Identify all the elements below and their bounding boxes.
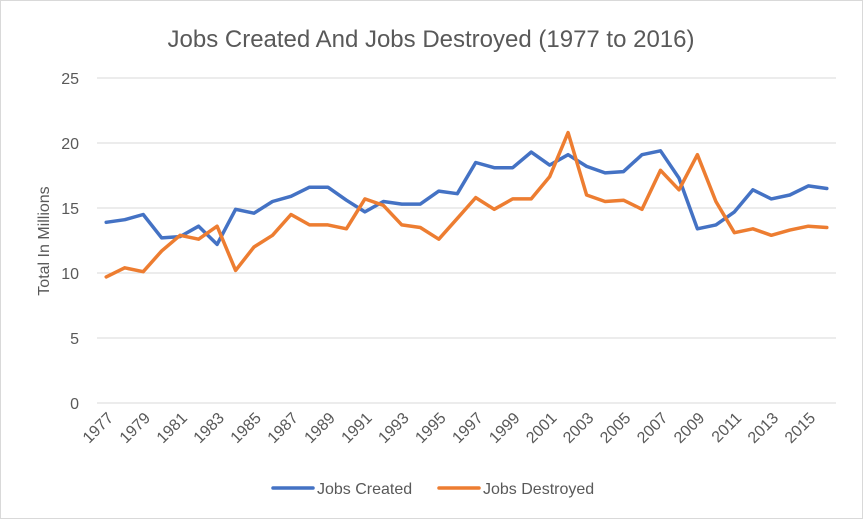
y-tick-label: 10 (61, 266, 79, 283)
x-tick-label: 1981 (154, 410, 191, 447)
x-tick-label: 1983 (191, 410, 228, 447)
x-tick-label: 1987 (265, 410, 302, 447)
legend: Jobs Created Jobs Destroyed (273, 481, 594, 498)
y-tick-label: 25 (61, 71, 79, 88)
x-tick-label: 2013 (745, 410, 782, 447)
x-tick-label: 1977 (80, 410, 117, 447)
series-line-jobs-destroyed (106, 133, 827, 277)
y-tick-label: 15 (61, 201, 79, 218)
legend-label: Jobs Destroyed (483, 481, 594, 498)
x-tick-label: 1989 (302, 410, 339, 447)
y-axis-ticks: 0 5 10 15 20 25 (61, 71, 79, 413)
y-tick-label: 0 (70, 396, 79, 413)
gridlines (97, 78, 836, 403)
x-tick-label: 2009 (671, 410, 708, 447)
x-tick-label: 2005 (597, 410, 634, 447)
x-tick-label: 1999 (486, 410, 523, 447)
y-tick-label: 5 (70, 331, 79, 348)
x-tick-label: 2015 (782, 410, 819, 447)
y-tick-label: 20 (61, 136, 79, 153)
x-tick-label: 1985 (228, 410, 265, 447)
chart-title: Jobs Created And Jobs Destroyed (1977 to… (168, 26, 695, 53)
series-lines (106, 133, 827, 277)
x-tick-label: 1991 (339, 410, 376, 447)
x-axis-ticks: 1977 1979 1981 1983 1985 1987 1989 1991 1993 1995… (80, 410, 819, 447)
x-tick-label: 1995 (412, 410, 449, 447)
x-tick-label: 2001 (523, 410, 560, 447)
legend-label: Jobs Created (317, 481, 412, 498)
series-line-jobs-created (106, 151, 827, 245)
x-tick-label: 2003 (560, 410, 597, 447)
x-tick-label: 1993 (375, 410, 412, 447)
y-axis-label: Total In Millions (36, 186, 53, 295)
x-tick-label: 1979 (117, 410, 154, 447)
x-tick-label: 2007 (634, 410, 671, 447)
x-tick-label: 1997 (449, 410, 486, 447)
x-tick-label: 2011 (709, 410, 745, 446)
